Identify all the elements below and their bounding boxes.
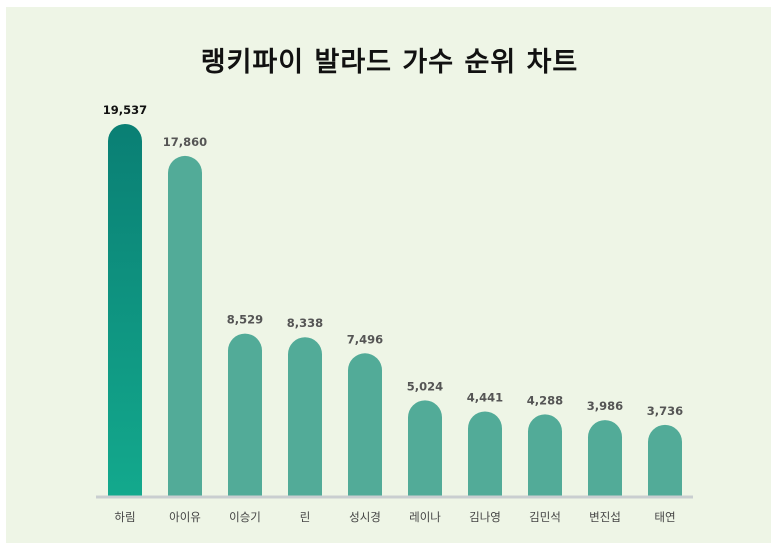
bar-2	[168, 155, 202, 497]
bar-9	[588, 420, 622, 496]
value-label-10: 3,736	[647, 404, 683, 418]
bar-10	[648, 424, 682, 496]
category-label-10: 태연	[654, 510, 675, 524]
bar-3	[228, 333, 262, 496]
category-label-9: 변진섭	[589, 510, 621, 524]
bar-7	[468, 411, 502, 496]
value-label-8: 4,288	[527, 393, 563, 407]
bar-1	[108, 124, 142, 496]
category-label-8: 김민석	[529, 510, 561, 524]
category-label-1: 하림	[114, 510, 135, 524]
category-label-7: 김나영	[469, 510, 501, 524]
value-label-3: 8,529	[227, 313, 263, 327]
bar-6	[408, 400, 442, 496]
category-label-3: 이승기	[229, 510, 261, 524]
value-label-4: 8,338	[287, 316, 323, 330]
category-label-4: 린	[300, 510, 311, 524]
value-label-5: 7,496	[347, 332, 383, 346]
value-label-1: 19,537	[103, 103, 147, 117]
bar-4	[288, 337, 322, 496]
value-label-6: 5,024	[407, 379, 443, 393]
value-label-9: 3,986	[587, 399, 623, 413]
value-label-2: 17,860	[163, 135, 207, 149]
category-label-5: 성시경	[349, 510, 381, 524]
chart-title: 랭키파이 발라드 가수 순위 차트	[200, 47, 579, 78]
category-label-2: 아이유	[169, 510, 201, 524]
bar-8	[528, 414, 562, 496]
bar-5	[348, 353, 382, 496]
value-label-7: 4,441	[467, 390, 503, 404]
category-label-6: 레이나	[409, 510, 441, 524]
